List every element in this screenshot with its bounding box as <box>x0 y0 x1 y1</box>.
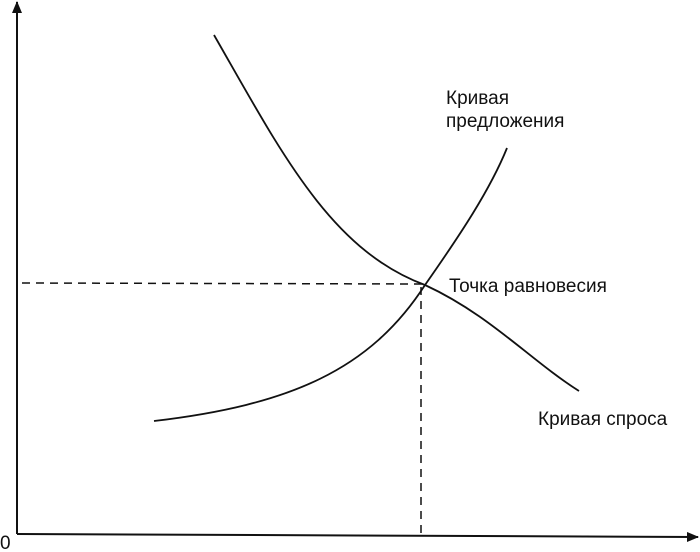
supply-curve-label-line1: Кривая <box>446 88 509 109</box>
supply-curve <box>153 147 508 422</box>
x-axis <box>16 531 699 542</box>
equilibrium-price-dashed-line <box>21 282 425 285</box>
supply-curve-label-line2: предложения <box>446 111 564 132</box>
demand-curve <box>213 34 580 392</box>
origin-label: 0 <box>0 533 11 552</box>
equilibrium-point-label: Точка равновесия <box>449 276 607 297</box>
demand-curve-label: Кривая спроса <box>538 409 668 430</box>
